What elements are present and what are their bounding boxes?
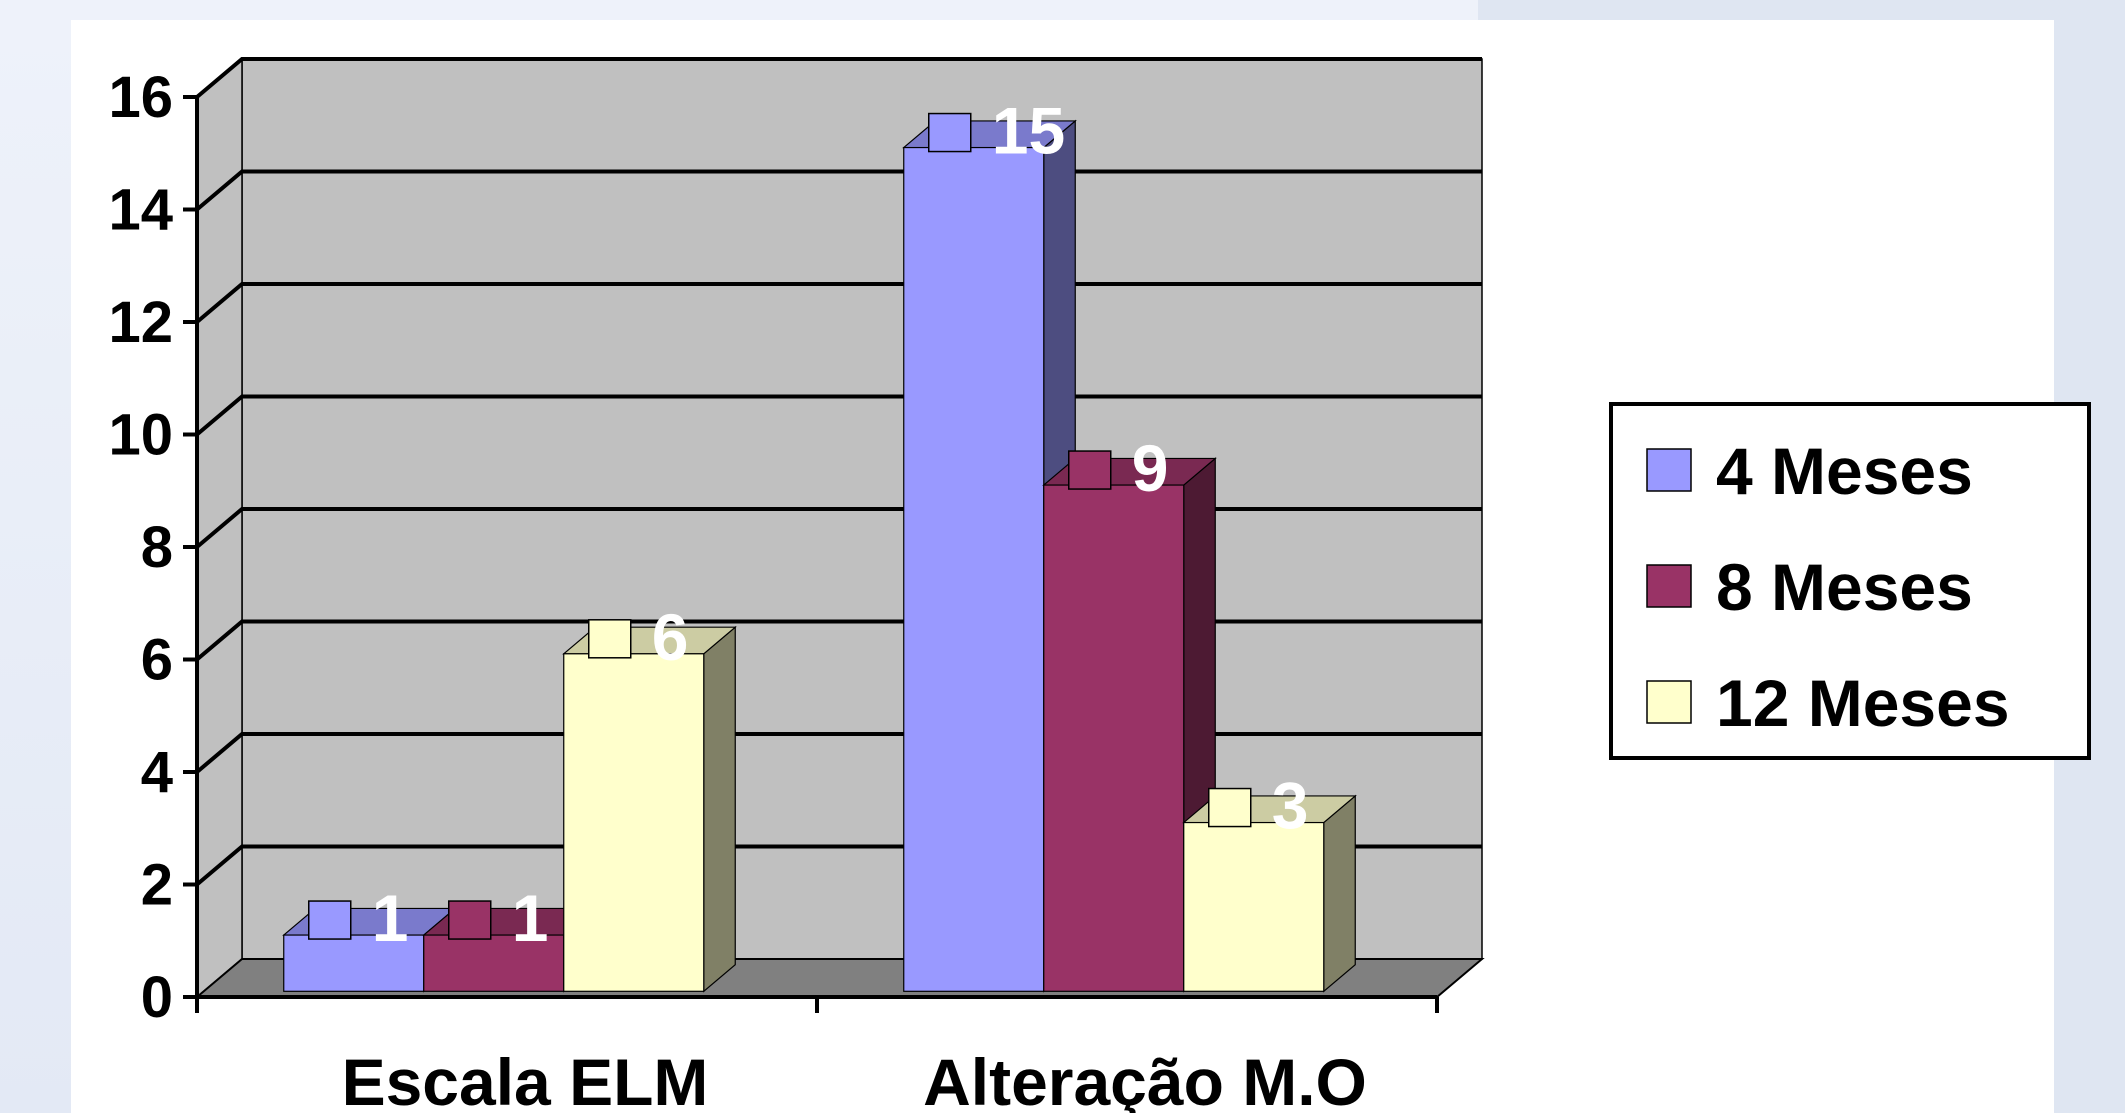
bar-front (563, 653, 705, 992)
y-tick-label: 2 (141, 853, 173, 918)
bar-front (283, 934, 425, 992)
bar (562, 625, 737, 993)
data-label-key (928, 112, 972, 153)
legend-swatch (1646, 448, 1692, 492)
data-label-key (448, 900, 492, 940)
bar-front (1183, 821, 1325, 992)
y-tick-label: 12 (108, 290, 173, 355)
legend: 4 Meses 8 Meses 12 Meses (1609, 402, 2091, 760)
bars (282, 119, 1357, 993)
y-tick-label: 8 (141, 515, 173, 580)
bar-front (1043, 484, 1185, 992)
legend-label: 4 Meses (1716, 434, 1973, 508)
data-label-key (1068, 450, 1112, 490)
gridline (195, 57, 1482, 99)
data-label-key (588, 619, 632, 659)
y-tick-label: 0 (141, 965, 173, 1030)
legend-swatch (1646, 564, 1692, 608)
bar-side (703, 625, 736, 993)
legend-label: 8 Meses (1716, 550, 1973, 624)
data-label-key (1208, 787, 1252, 828)
y-tick-label: 14 (108, 178, 173, 243)
x-tick-label: Alteração M.O (923, 1045, 1367, 1113)
data-label: 1 (372, 881, 409, 955)
data-label-key (308, 900, 352, 940)
bar-front (423, 934, 565, 992)
legend-swatch (1646, 680, 1692, 724)
data-label: 6 (652, 600, 689, 674)
x-tick-label: Escala ELM (342, 1045, 709, 1113)
y-tick-label: 4 (141, 740, 173, 805)
data-labels: 1 1 6 15 9 3 (308, 94, 1309, 955)
data-label: 3 (1272, 769, 1309, 843)
y-tick-label: 10 (108, 403, 173, 468)
bar-side (1323, 794, 1356, 993)
data-label: 9 (1132, 431, 1169, 505)
bar-front (903, 146, 1045, 992)
y-tick-label: 16 (108, 65, 173, 130)
data-label: 1 (512, 881, 549, 955)
y-tick-label: 6 (141, 628, 173, 693)
data-label: 15 (992, 94, 1065, 168)
legend-label: 12 Meses (1716, 666, 2010, 740)
